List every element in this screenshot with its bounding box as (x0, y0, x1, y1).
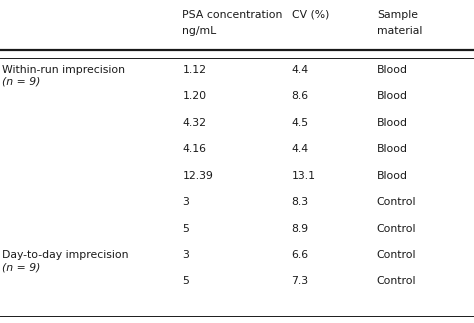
Text: 4.4: 4.4 (292, 144, 309, 154)
Text: 8.3: 8.3 (292, 197, 309, 207)
Text: 7.3: 7.3 (292, 276, 309, 287)
Text: Control: Control (377, 197, 416, 207)
Text: 3: 3 (182, 197, 190, 207)
Text: 5: 5 (182, 224, 190, 234)
Text: Day-to-day imprecision: Day-to-day imprecision (2, 250, 129, 260)
Text: 4.5: 4.5 (292, 118, 309, 128)
Text: 4.16: 4.16 (182, 144, 207, 154)
Text: 8.9: 8.9 (292, 224, 309, 234)
Text: Blood: Blood (377, 171, 408, 181)
Text: 4.4: 4.4 (292, 65, 309, 75)
Text: 6.6: 6.6 (292, 250, 309, 260)
Text: 13.1: 13.1 (292, 171, 316, 181)
Text: Control: Control (377, 276, 416, 287)
Text: CV (%): CV (%) (292, 10, 329, 20)
Text: Blood: Blood (377, 144, 408, 154)
Text: (n = 9): (n = 9) (2, 262, 41, 272)
Text: PSA concentration: PSA concentration (182, 10, 283, 20)
Text: Control: Control (377, 250, 416, 260)
Text: Control: Control (377, 224, 416, 234)
Text: Blood: Blood (377, 118, 408, 128)
Text: 4.32: 4.32 (182, 118, 207, 128)
Text: 8.6: 8.6 (292, 91, 309, 101)
Text: Blood: Blood (377, 65, 408, 75)
Text: material: material (377, 26, 422, 36)
Text: 3: 3 (182, 250, 190, 260)
Text: ng/mL: ng/mL (182, 26, 217, 36)
Text: 12.39: 12.39 (182, 171, 213, 181)
Text: Sample: Sample (377, 10, 418, 20)
Text: 1.12: 1.12 (182, 65, 207, 75)
Text: Within-run imprecision: Within-run imprecision (2, 65, 125, 75)
Text: 5: 5 (182, 276, 190, 287)
Text: 1.20: 1.20 (182, 91, 207, 101)
Text: (n = 9): (n = 9) (2, 77, 41, 87)
Text: Blood: Blood (377, 91, 408, 101)
